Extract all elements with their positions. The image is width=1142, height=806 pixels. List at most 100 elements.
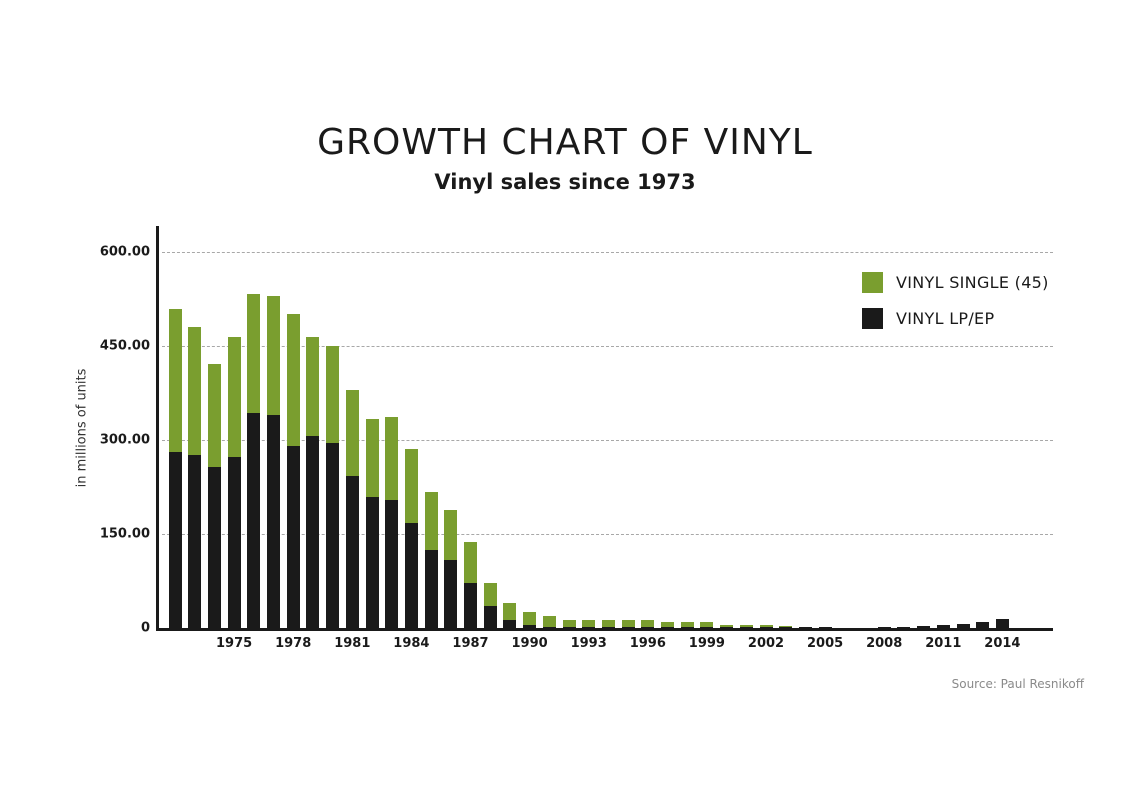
bar-2012 [956,624,970,628]
bar-1996 [641,620,655,628]
bar-1987 [464,541,477,628]
bar-segment-single [503,602,517,620]
bar-segment-lp [917,626,931,628]
legend-item-lp: VINYL LP/EP [862,300,1049,336]
bar-segment-lp [995,619,1009,628]
bar-1982 [365,419,379,628]
bar-segment-lp [444,560,458,628]
bar-segment-single [759,625,773,628]
bar-segment-single [385,417,399,500]
bar-segment-single [818,626,832,628]
x-tick-label: 1984 [393,636,430,651]
bar-1998 [680,622,694,628]
y-tick-label: 300.00 [99,432,150,448]
bar-segment-single [404,448,418,524]
bar-segment-lp [188,455,202,628]
bar-segment-lp [365,497,379,628]
bar-segment-single [188,327,202,456]
x-tick-label: 2002 [747,636,785,651]
bar-segment-lp [562,627,576,628]
legend-item-single: VINYL SINGLE (45) [862,264,1049,300]
y-axis-label: in millions of units [74,368,90,488]
bar-segment-lp [464,582,477,628]
bar-segment-single [779,626,793,628]
y-tick-label: 0 [140,620,150,636]
gridline [162,346,1053,347]
bar-segment-single [207,364,221,467]
x-tick-label: 1981 [334,636,371,651]
bar-segment-lp [207,466,221,628]
bar-segment-single [306,337,320,437]
bar-segment-lp [483,606,497,628]
bar-segment-lp [739,627,753,628]
bar-2002 [759,625,773,628]
bar-1992 [562,620,576,628]
bar-segment-single [700,622,714,628]
bar-segment-lp [621,627,635,628]
x-tick-label: 2014 [984,636,1021,651]
x-tick-label: 1978 [275,636,312,651]
bar-1983 [385,417,399,628]
x-tick-label: 1993 [570,636,607,651]
legend-swatch-lp [862,307,883,329]
x-tick-label: 2005 [807,636,844,651]
gridline [162,252,1053,253]
bar-segment-single [444,509,458,561]
y-tick-label: 450.00 [99,338,150,354]
bar-1997 [661,622,674,628]
bar-1986 [444,509,458,628]
bar-segment-single [542,616,556,628]
bar-segment-single [621,620,635,628]
bar-1974 [207,364,221,628]
bar-segment-single [582,620,596,628]
bar-2000 [720,624,734,628]
bar-segment-single [326,346,340,444]
bar-2008 [877,627,891,628]
x-tick-label: 2008 [866,636,903,651]
bar-2014 [995,619,1009,628]
bar-segment-lp [542,627,556,628]
bar-segment-lp [779,627,793,628]
bar-segment-single [798,626,812,628]
bar-segment-single [641,620,655,627]
bar-segment-single [267,295,280,415]
bar-segment-lp [976,622,990,628]
bar-segment-lp [523,624,537,628]
gridline [162,534,1053,535]
bar-segment-single [720,624,734,628]
y-tick-label: 150.00 [99,526,150,542]
bar-segment-lp [286,446,300,628]
bar-1973 [188,327,202,628]
x-tick-label: 1996 [629,636,666,651]
bar-1984 [404,448,418,628]
bar-2005 [818,626,832,628]
bar-1979 [306,337,320,628]
gridline [162,440,1053,441]
bar-2013 [976,622,990,628]
bar-segment-lp [582,627,596,628]
bar-2010 [917,626,931,628]
bar-segment-single [523,611,537,625]
bar-1972 [168,309,182,628]
bar-segment-lp [877,627,891,628]
bar-segment-lp [601,627,615,628]
bar-segment-single [365,419,379,498]
bar-segment-lp [503,619,517,628]
bar-segment-single [601,620,615,628]
legend-swatch-single [862,271,883,293]
bar-segment-single [661,622,674,628]
bar-segment-lp [798,627,812,628]
y-axis-line [156,226,159,630]
bar-1977 [267,295,280,628]
bar-1985 [424,492,438,628]
bar-segment-lp [168,451,182,628]
bar-segment-lp [306,436,320,628]
chart-title: GROWTH CHART OF VINYL [317,122,813,163]
bar-1976 [247,293,261,628]
bar-1981 [345,389,359,628]
legend: VINYL SINGLE (45) VINYL LP/EP [862,264,1049,336]
bar-1990 [523,611,537,628]
x-tick-label: 1999 [688,636,725,651]
bar-segment-lp [956,624,970,628]
bar-segment-single [562,620,576,628]
